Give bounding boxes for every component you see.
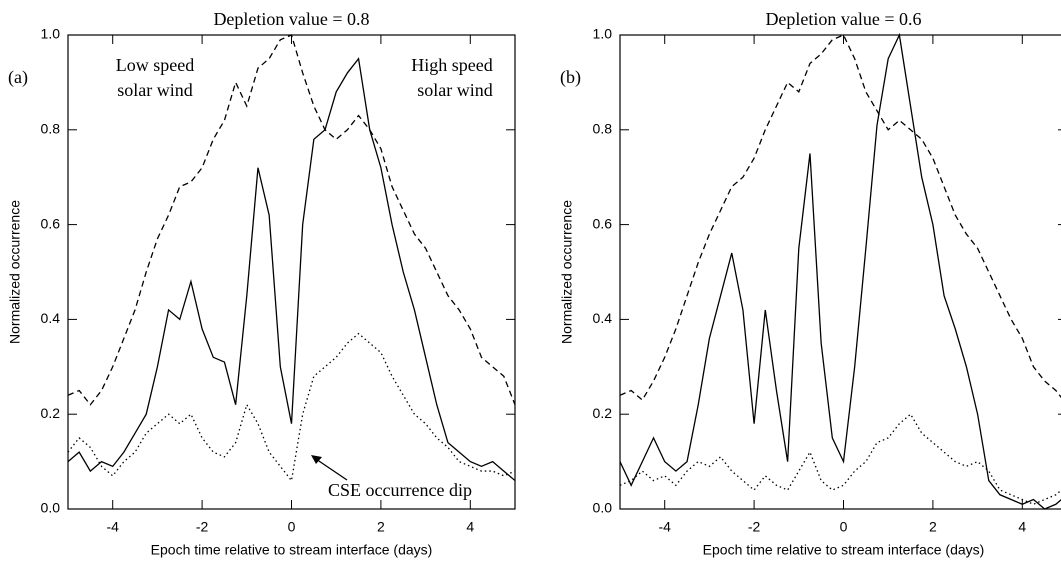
panel-label: (b) [560,67,581,88]
series-line [619,34,1061,401]
annotation: Low speed [116,55,194,75]
series-line [619,32,1061,510]
x-tick-label: 0 [840,519,848,535]
x-tick-label: 4 [1018,519,1026,535]
annotation: High speed [411,55,492,75]
y-tick-label: 0.4 [41,310,61,326]
x-tick-label: -4 [658,519,671,535]
series-line [619,413,1061,505]
x-axis-label: Epoch time relative to stream interface … [703,542,985,558]
x-tick-label: -2 [196,519,209,535]
chart-title: Depletion value = 0.6 [765,9,921,29]
series-line [67,34,516,406]
y-tick-label: 0.8 [593,121,613,137]
y-tick-label: 0.6 [41,215,61,231]
plot-frame [67,34,516,510]
y-tick-label: 0.2 [593,405,613,421]
x-tick-label: 2 [929,519,937,535]
panel-label: (a) [8,67,28,88]
x-tick-label: -4 [106,519,119,535]
annotation: solar wind [417,80,493,100]
y-tick-label: 0.8 [41,121,61,137]
annotation: CSE occurrence dip [328,480,472,500]
plot-frame [619,34,1061,510]
x-tick-label: -2 [748,519,761,535]
series-line [67,57,516,482]
chart-title: Depletion value = 0.8 [213,9,369,29]
y-tick-label: 0.2 [41,405,61,421]
series-line [67,332,516,483]
x-axis-label: Epoch time relative to stream interface … [151,542,433,558]
arrow-head [311,455,322,464]
y-axis-label: Normalized occurrence [7,200,23,344]
y-tick-label: 0.6 [593,215,613,231]
x-tick-label: 4 [466,519,474,535]
y-tick-label: 0.4 [593,310,613,326]
y-tick-label: 1.0 [41,26,61,42]
x-tick-label: 0 [288,519,296,535]
y-axis-label: Normalized occurrence [559,200,575,344]
y-tick-label: 0.0 [41,500,61,516]
x-tick-label: 2 [377,519,385,535]
y-tick-label: 1.0 [593,26,613,42]
y-tick-label: 0.0 [593,500,613,516]
annotation: solar wind [117,80,193,100]
